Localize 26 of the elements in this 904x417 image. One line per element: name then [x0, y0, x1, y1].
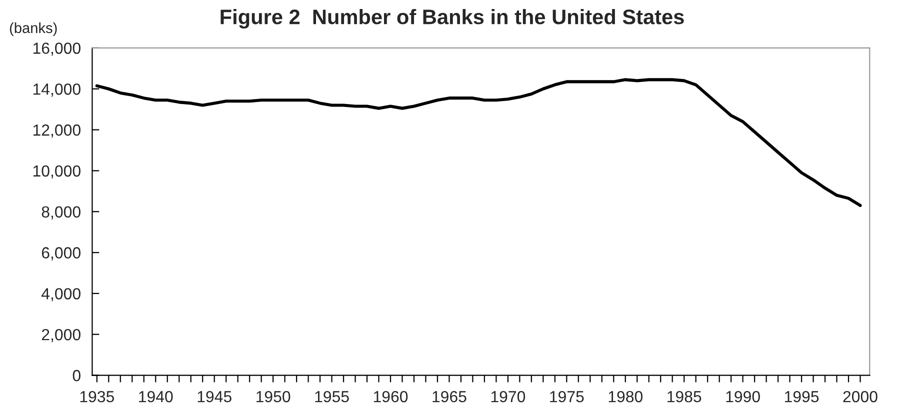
x-tick-label: 1975 — [550, 391, 584, 402]
x-tick-label: 1965 — [432, 391, 466, 402]
y-axis-title: (banks) — [10, 22, 57, 36]
y-tick-label: 16,000 — [33, 42, 80, 56]
x-tick-label: 1990 — [726, 391, 760, 402]
x-tick-label: 1995 — [784, 391, 819, 402]
x-tick-label: 1940 — [139, 391, 173, 402]
y-tick-label: 10,000 — [33, 165, 80, 179]
x-tick-label: 1970 — [491, 391, 526, 402]
y-tick-label: 2,000 — [42, 329, 80, 342]
x-tick-label: 1985 — [668, 391, 702, 402]
x-tick-label: 1935 — [80, 391, 114, 402]
y-tick-label: 12,000 — [33, 124, 80, 138]
y-tick-label: 0 — [72, 370, 80, 382]
x-tick-label: 1945 — [198, 391, 232, 402]
line-series — [95, 78, 862, 208]
x-tick-label: 1955 — [315, 391, 349, 402]
y-tick-label: 8,000 — [42, 206, 80, 220]
y-tick-label: 6,000 — [42, 247, 80, 260]
chart-title: Figure 2 Number of Banks in the United States — [220, 9, 684, 29]
x-tick-label: 1950 — [256, 391, 290, 402]
y-tick-label: 14,000 — [33, 84, 80, 97]
x-tick-label: 2000 — [843, 391, 878, 402]
x-tick-label: 1980 — [608, 391, 643, 402]
y-tick-label: 4,000 — [42, 288, 80, 302]
x-tick-label: 1960 — [374, 391, 408, 402]
